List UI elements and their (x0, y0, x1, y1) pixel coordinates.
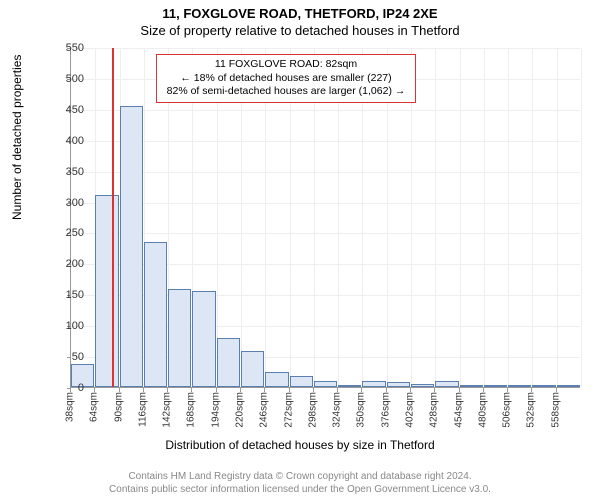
gridline-h (71, 172, 580, 173)
histogram-bar (411, 384, 434, 387)
page-title-line1: 11, FOXGLOVE ROAD, THETFORD, IP24 2XE (0, 0, 600, 21)
histogram-bar (290, 376, 313, 387)
histogram-bar (144, 242, 167, 387)
gridline-v (557, 48, 558, 387)
gridline-h (71, 203, 580, 204)
xtick-label: 532sqm (526, 392, 537, 428)
ytick-label: 300 (44, 197, 84, 209)
gridline-h (71, 141, 580, 142)
xtick-label: 402sqm (405, 392, 416, 428)
annotation-line3: 82% of semi-detached houses are larger (… (163, 85, 409, 99)
xtick-label: 350sqm (356, 392, 367, 428)
xtick-label: 116sqm (137, 392, 148, 427)
ytick-label: 500 (44, 73, 84, 85)
xtick-label: 558sqm (550, 392, 561, 428)
gridline-v (508, 48, 509, 387)
ytick-label: 100 (44, 320, 84, 332)
xtick-label: 168sqm (186, 392, 197, 428)
ytick-label: 50 (44, 351, 84, 363)
histogram-bar (217, 338, 240, 387)
gridline-v (581, 48, 582, 387)
plot-region: 11 FOXGLOVE ROAD: 82sqm ← 18% of detache… (70, 48, 580, 388)
ytick-label: 250 (44, 227, 84, 239)
histogram-bar (557, 385, 580, 387)
xtick-label: 38sqm (65, 392, 76, 422)
ytick-label: 550 (44, 42, 84, 54)
xtick-label: 376sqm (380, 392, 391, 428)
xtick-label: 142sqm (162, 392, 173, 428)
gridline-v (435, 48, 436, 387)
xtick-label: 194sqm (210, 392, 221, 428)
annotation-line2: ← 18% of detached houses are smaller (22… (163, 72, 409, 86)
histogram-bar (338, 385, 361, 387)
gridline-h (71, 110, 580, 111)
xtick-label: 220sqm (235, 392, 246, 428)
histogram-bar (435, 381, 458, 387)
xtick-label: 480sqm (477, 392, 488, 428)
xtick-label: 246sqm (259, 392, 270, 428)
histogram-bar (241, 351, 264, 387)
histogram-bar (314, 381, 337, 387)
histogram-bar (192, 291, 215, 387)
y-axis-label: Number of detached properties (10, 55, 24, 220)
footer-line1: Contains HM Land Registry data © Crown c… (0, 471, 600, 484)
footer: Contains HM Land Registry data © Crown c… (0, 471, 600, 496)
histogram-bar (460, 385, 483, 387)
ytick-label: 450 (44, 104, 84, 116)
ytick-label: 150 (44, 289, 84, 301)
xtick-label: 90sqm (113, 392, 124, 422)
ytick-label: 0 (44, 382, 84, 394)
gridline-v (532, 48, 533, 387)
x-axis-label: Distribution of detached houses by size … (0, 438, 600, 452)
histogram-bar (532, 385, 555, 387)
histogram-bar (265, 372, 288, 387)
histogram-bar (484, 385, 507, 387)
gridline-v (484, 48, 485, 387)
ytick-label: 350 (44, 166, 84, 178)
xtick-label: 298sqm (307, 392, 318, 428)
annotation-line1: 11 FOXGLOVE ROAD: 82sqm (163, 58, 409, 72)
histogram-bar (387, 382, 410, 387)
gridline-v (460, 48, 461, 387)
xtick-label: 506sqm (502, 392, 513, 428)
histogram-bar (168, 289, 191, 387)
histogram-bar (362, 381, 385, 387)
marker-line (112, 48, 114, 387)
histogram-bar (508, 385, 531, 387)
ytick-label: 200 (44, 258, 84, 270)
page-title-line2: Size of property relative to detached ho… (0, 21, 600, 42)
xtick-label: 428sqm (429, 392, 440, 428)
annotation-box: 11 FOXGLOVE ROAD: 82sqm ← 18% of detache… (156, 54, 416, 103)
histogram-bar (95, 195, 118, 387)
gridline-h (71, 233, 580, 234)
gridline-h (71, 48, 580, 49)
xtick-label: 454sqm (453, 392, 464, 428)
ytick-label: 400 (44, 135, 84, 147)
xtick-label: 64sqm (89, 392, 100, 422)
chart-area: 11 FOXGLOVE ROAD: 82sqm ← 18% of detache… (70, 48, 580, 418)
footer-line2: Contains public sector information licen… (0, 484, 600, 497)
xtick-label: 272sqm (283, 392, 294, 428)
histogram-bar (120, 106, 143, 387)
xtick-label: 324sqm (332, 392, 343, 428)
